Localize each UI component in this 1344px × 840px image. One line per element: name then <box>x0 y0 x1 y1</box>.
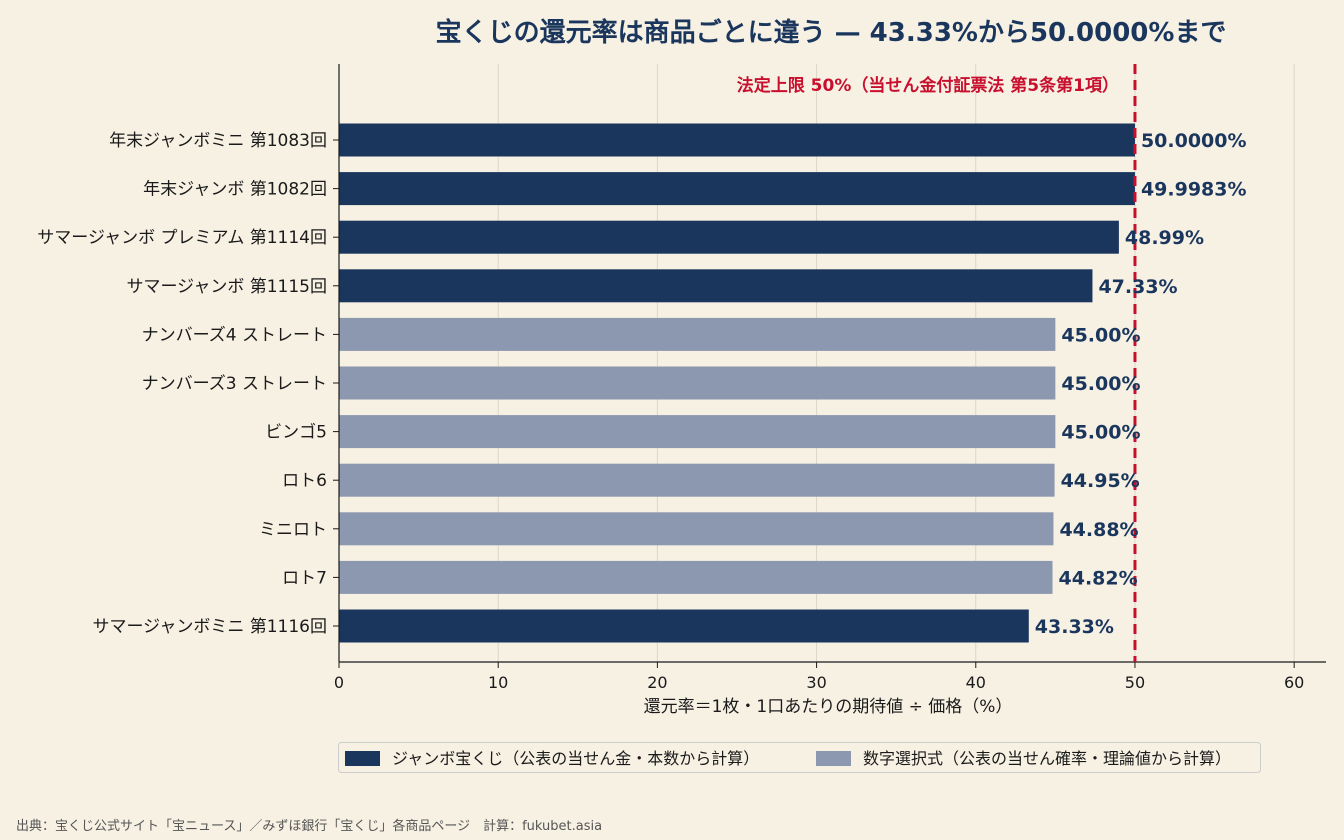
chart-title: 宝くじの還元率は商品ごとに違う — 43.33%から50.0000%まで <box>436 17 1227 48</box>
value-label: 45.00% <box>1061 373 1140 395</box>
legend-label-numbers: 数字選択式（公表の当せん確率・理論値から計算） <box>863 749 1231 768</box>
value-label: 47.33% <box>1098 276 1177 298</box>
category-label: 年末ジャンボ 第1082回 <box>143 180 327 200</box>
x-tick-label: 20 <box>647 673 667 692</box>
x-tick-label: 10 <box>488 673 508 692</box>
bar <box>339 172 1135 206</box>
category-label: ナンバーズ4 ストレート <box>142 325 327 345</box>
value-label: 43.33% <box>1035 616 1114 638</box>
category-label: サマージャンボ プレミアム 第1114回 <box>37 228 327 248</box>
category-label: ロト6 <box>282 471 327 491</box>
bar <box>339 512 1054 546</box>
legend-swatch-numbers <box>816 751 851 766</box>
value-label: 45.00% <box>1061 422 1140 444</box>
source-note: 出典：宝くじ公式サイト「宝ニュース」／みずほ銀行「宝くじ」各商品ページ 計算：f… <box>16 818 602 834</box>
x-tick-label: 0 <box>334 673 344 692</box>
value-label: 48.99% <box>1125 227 1204 249</box>
bar <box>339 415 1056 449</box>
x-ticks: 0 10 20 30 40 50 60 <box>334 662 1304 692</box>
bar <box>339 609 1029 643</box>
bar <box>339 123 1135 157</box>
value-label: 50.0000% <box>1141 130 1247 152</box>
x-axis-title: 還元率＝1枚・1口あたりの期待値 ÷ 価格（%） <box>644 697 1013 717</box>
value-label: 44.88% <box>1059 519 1138 541</box>
legal-limit-label: 法定上限 50%（当せん金付証票法 第5条第1項） <box>737 75 1119 96</box>
bar <box>339 317 1056 351</box>
category-label: ビンゴ5 <box>265 422 327 443</box>
value-label: 49.9983% <box>1141 179 1247 201</box>
value-label: 44.95% <box>1061 470 1140 492</box>
legend-label-jumbo: ジャンボ宝くじ（公表の当せん金・本数から計算） <box>392 749 759 768</box>
legend-frame <box>338 742 1261 773</box>
bar <box>339 220 1119 254</box>
bar <box>339 463 1055 497</box>
bars <box>339 123 1135 643</box>
value-label: 45.00% <box>1061 324 1140 346</box>
legend-swatch-jumbo <box>345 751 380 766</box>
bar <box>339 269 1093 303</box>
legend: ジャンボ宝くじ（公表の当せん金・本数から計算） 数字選択式（公表の当せん確率・理… <box>338 742 1261 773</box>
category-label: サマージャンボミニ 第1116回 <box>93 617 327 637</box>
bar <box>339 560 1053 594</box>
category-label: ミニロト <box>259 520 327 540</box>
category-label: サマージャンボ 第1115回 <box>127 277 327 297</box>
category-label: ナンバーズ3 ストレート <box>142 374 327 394</box>
x-tick-label: 60 <box>1284 673 1304 692</box>
bar <box>339 366 1056 400</box>
category-label: ロト7 <box>282 568 327 588</box>
value-labels: 50.0000% 49.9983% 48.99% 47.33% 45.00% 45.00%… <box>1035 130 1247 638</box>
x-tick-label: 40 <box>966 673 986 692</box>
x-tick-label: 50 <box>1125 673 1145 692</box>
category-label: 年末ジャンボミニ 第1083回 <box>109 131 327 151</box>
value-label: 44.82% <box>1059 567 1138 589</box>
x-tick-label: 30 <box>806 673 826 692</box>
